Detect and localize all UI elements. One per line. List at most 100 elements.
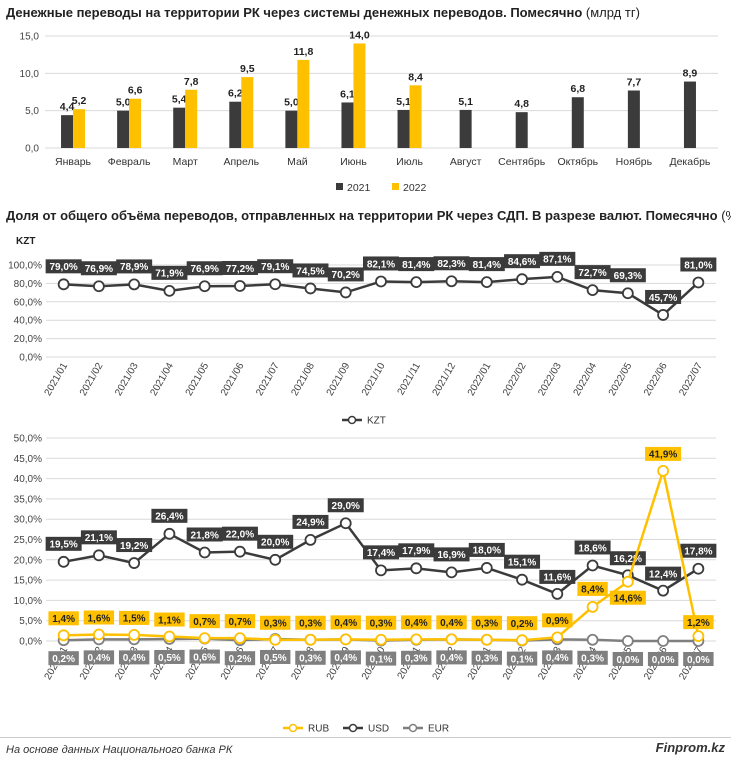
chart2-xtick: 2021/06 xyxy=(219,361,247,398)
chart3-label-eur-bg xyxy=(189,649,220,664)
chart3-label-usd: 18,0% xyxy=(473,546,501,557)
chart2-title: Доля от общего объёма переводов, отправл… xyxy=(6,208,731,223)
chart2-label-kzt-bg xyxy=(539,251,576,266)
chart3-label-usd: 20,0% xyxy=(261,538,289,549)
line-chart-currencies: 0,0% 5,0% 10,0% 15,0% 20,0% 25,0% 30,0% 35,0% 40… xyxy=(14,434,717,735)
chart2-point-kzt xyxy=(269,278,282,291)
chart3-point-rub xyxy=(128,629,141,641)
chart3-label-rub: 0,4% xyxy=(440,618,463,629)
chart2-label-kzt: 84,6% xyxy=(508,257,536,268)
chart3-point-eur xyxy=(621,635,634,647)
chart3-label-rub-bg xyxy=(118,610,150,625)
chart2-ytick: 40,0% xyxy=(14,316,42,327)
chart3-label-eur: 0,3% xyxy=(475,654,498,665)
chart2-xtick: 2021/10 xyxy=(360,361,388,398)
chart3-point-rub xyxy=(57,629,70,642)
chart3-ytick: 25,0% xyxy=(14,535,42,546)
chart3-label-eur: 0,0% xyxy=(687,655,710,666)
chart3-label-usd-bg xyxy=(116,538,153,553)
chart3-label-usd-bg xyxy=(151,508,188,523)
chart3-label-rub: 1,5% xyxy=(123,614,146,625)
chart2-label-kzt-bg xyxy=(609,268,646,283)
chart3-label-rub: 0,3% xyxy=(370,619,393,630)
chart3-legend-marker xyxy=(408,723,418,733)
chart3-label-rub: 14,6% xyxy=(614,594,642,605)
chart3-label-eur-bg xyxy=(542,650,573,665)
chart2-label-kzt: 81,4% xyxy=(473,260,501,271)
chart3-point-rub xyxy=(516,634,528,647)
chart1-bar-2022 xyxy=(241,77,254,148)
chart1-bar-label: 6,1 xyxy=(340,88,355,100)
footer-source: На основе данных Национального банка РК xyxy=(6,744,233,756)
chart3-point-usd xyxy=(692,562,705,575)
chart2-label-kzt: 87,1% xyxy=(543,255,571,266)
chart1-bar-label: 5,1 xyxy=(458,96,473,108)
chart3-label-usd-bg xyxy=(398,543,435,558)
chart1-bar-2022 xyxy=(297,59,310,148)
chart3-label-rub-bg xyxy=(365,615,397,630)
chart2-ytick: 20,0% xyxy=(14,334,42,345)
chart3-point-usd xyxy=(57,555,70,568)
chart1-bar-2021 xyxy=(571,97,584,148)
chart3-label-rub-bg xyxy=(683,615,714,630)
chart1-bar-2022 xyxy=(185,89,198,148)
chart3-point-rub xyxy=(339,633,352,646)
chart1-bar-label: 8,4 xyxy=(408,71,423,83)
chart3-label-usd-bg xyxy=(257,534,294,549)
chart3-point-rub xyxy=(375,633,387,646)
chart3-label-rub-bg xyxy=(577,581,608,596)
chart3-label-usd: 11,6% xyxy=(543,573,571,584)
chart1-bar-label: 6,2 xyxy=(228,88,243,100)
chart3-legend-label: RUB xyxy=(308,724,329,735)
chart2-point-kzt xyxy=(163,284,176,297)
chart3-point-eur xyxy=(586,633,599,646)
chart3-ytick: 35,0% xyxy=(14,494,42,505)
chart1-ytick: 10,0 xyxy=(20,69,40,80)
chart2-label-kzt-bg xyxy=(327,267,364,282)
chart3-label-usd-bg xyxy=(680,543,717,558)
chart3-label-usd: 19,2% xyxy=(120,541,148,552)
chart2-label-kzt: 82,3% xyxy=(437,259,465,270)
chart2-xtick: 2021/05 xyxy=(184,361,212,398)
chart3-label-eur-bg xyxy=(295,650,326,665)
chart3-label-eur-bg xyxy=(471,650,502,665)
chart3-ytick: 5,0% xyxy=(19,616,42,627)
chart1-bar-label: 11,8 xyxy=(293,46,313,58)
chart3-label-rub-bg xyxy=(506,616,538,631)
chart2-point-kzt xyxy=(57,278,70,291)
chart3-label-rub: 0,3% xyxy=(299,619,322,630)
chart3-point-rub xyxy=(586,600,599,613)
chart3-label-rub-bg xyxy=(154,612,185,627)
chart2-label-kzt: 78,9% xyxy=(120,262,148,273)
chart3-label-rub: 8,4% xyxy=(581,585,604,596)
chart3-point-usd xyxy=(128,557,141,569)
chart3-label-usd-bg xyxy=(539,569,576,584)
chart2-label-kzt-bg xyxy=(680,257,717,272)
chart1-xtick: Август xyxy=(450,156,482,168)
chart3-label-usd: 18,6% xyxy=(578,543,606,554)
chart3-label-eur-bg xyxy=(365,651,397,666)
chart1-title-unit: (млрд тг) xyxy=(585,5,640,20)
chart2-xtick: 2022/02 xyxy=(501,361,529,398)
chart3-point-rub xyxy=(198,632,211,645)
chart2-label-kzt: 79,1% xyxy=(261,262,289,273)
chart1-bar-2022 xyxy=(353,43,366,148)
chart1-xtick: Сентябрь xyxy=(498,156,546,168)
chart2-legend-marker xyxy=(347,415,357,425)
chart2-label-kzt: 76,9% xyxy=(85,264,113,275)
chart1-bar-label: 5,0 xyxy=(116,97,131,109)
chart2-xtick: 2021/07 xyxy=(254,361,282,398)
chart3-ytick: 50,0% xyxy=(14,434,42,445)
chart3-label-rub-bg xyxy=(609,590,646,605)
chart3-label-eur: 0,5% xyxy=(264,653,287,664)
chart3-label-usd-bg xyxy=(645,566,682,581)
chart1-bar-label: 14,0 xyxy=(349,29,370,41)
chart3-label-rub: 0,3% xyxy=(475,619,498,630)
chart2-xtick: 2022/05 xyxy=(607,361,635,398)
chart3-point-rub xyxy=(692,630,705,643)
chart1-bar-2021 xyxy=(627,90,640,148)
chart1-bar-2021 xyxy=(229,101,242,148)
chart1-bar-label: 5,1 xyxy=(396,96,411,108)
chart3-label-eur-bg xyxy=(436,650,467,665)
chart3-point-usd xyxy=(198,546,211,559)
